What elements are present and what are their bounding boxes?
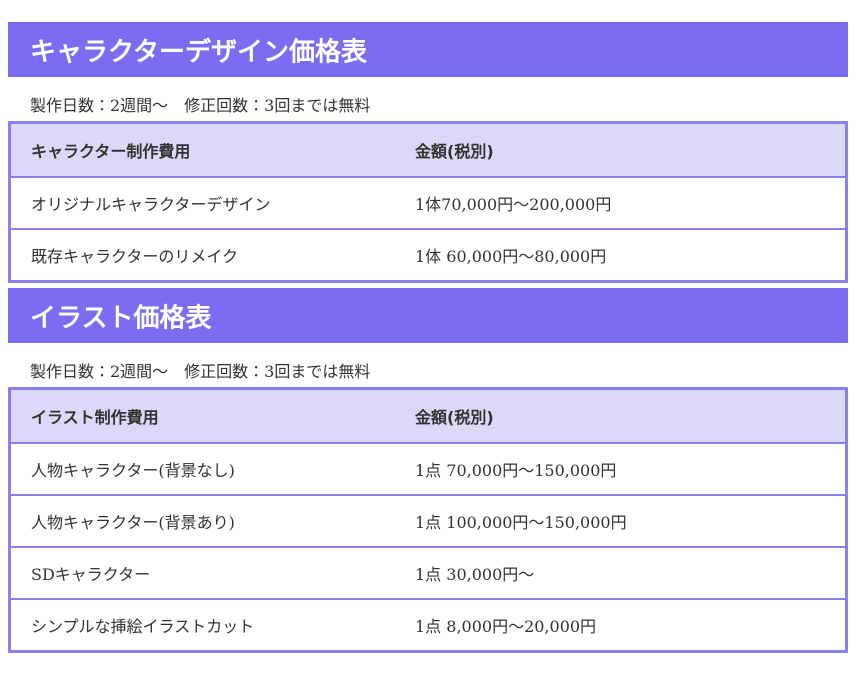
price-cell: 1点 70,000円〜150,000円: [415, 461, 617, 480]
table-row: シンプルな挿絵イラストカット 1点 8,000円〜20,000円: [11, 598, 845, 650]
table-row: 人物キャラクター(背景あり) 1点 100,000円〜150,000円: [11, 494, 845, 546]
header-cell: 金額(税別): [415, 142, 494, 161]
section-header: イラスト価格表: [8, 288, 848, 343]
table-row: オリジナルキャラクターデザイン 1体70,000円〜200,000円: [11, 176, 845, 228]
section-note: 製作日数：2週間〜 修正回数：3回までは無料: [30, 96, 371, 115]
section-header: キャラクターデザイン価格表: [8, 22, 848, 77]
section-note: 製作日数：2週間〜 修正回数：3回までは無料: [30, 362, 371, 381]
item-cell: オリジナルキャラクターデザイン: [31, 195, 271, 214]
price-table: キャラクター制作費用 金額(税別) オリジナルキャラクターデザイン 1体70,000円…: [8, 121, 848, 283]
table-row: SDキャラクター 1点 30,000円〜: [11, 546, 845, 598]
section-title: イラスト価格表: [30, 303, 212, 333]
item-cell: 人物キャラクター(背景あり): [31, 513, 235, 532]
table-header-row: キャラクター制作費用 金額(税別): [11, 124, 845, 176]
section-title: キャラクターデザイン価格表: [30, 37, 367, 67]
table-header-row: イラスト制作費用 金額(税別): [11, 390, 845, 442]
item-cell: シンプルな挿絵イラストカット: [31, 617, 255, 636]
item-cell: 既存キャラクターのリメイク: [31, 247, 239, 266]
price-cell: 1点 8,000円〜20,000円: [415, 617, 597, 636]
table-row: 人物キャラクター(背景なし) 1点 70,000円〜150,000円: [11, 442, 845, 494]
price-cell: 1体70,000円〜200,000円: [415, 195, 612, 214]
price-cell: 1点 100,000円〜150,000円: [415, 513, 627, 532]
price-cell: 1体 60,000円〜80,000円: [415, 247, 607, 266]
item-cell: SDキャラクター: [31, 565, 151, 584]
header-cell: キャラクター制作費用: [31, 142, 191, 161]
price-table: イラスト制作費用 金額(税別) 人物キャラクター(背景なし) 1点 70,000円〜1…: [8, 387, 848, 653]
price-cell: 1点 30,000円〜: [415, 565, 535, 584]
item-cell: 人物キャラクター(背景なし): [31, 461, 235, 480]
table-row: 既存キャラクターのリメイク 1体 60,000円〜80,000円: [11, 228, 845, 280]
header-cell: イラスト制作費用: [31, 408, 159, 427]
header-cell: 金額(税別): [415, 408, 494, 427]
